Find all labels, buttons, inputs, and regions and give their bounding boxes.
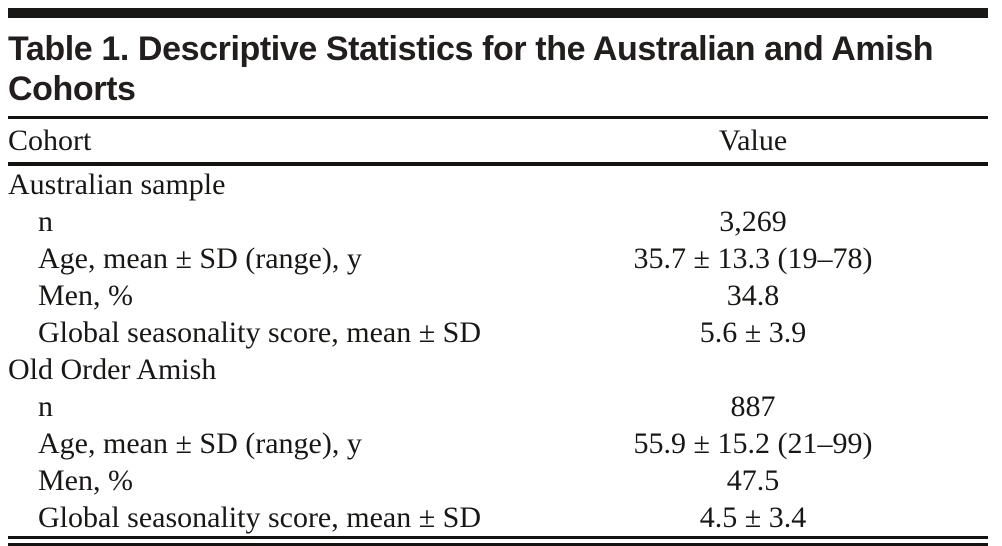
row-label: Men, % [38, 464, 133, 497]
row-label: n [38, 390, 53, 423]
row-value [518, 351, 988, 388]
table-row: Men, % 34.8 [8, 277, 988, 314]
table-bottom-rule [8, 543, 988, 546]
row-value: 4.5 ± 3.4 [699, 501, 807, 534]
header-top-rule [8, 116, 988, 119]
table-row: Men, % 47.5 [8, 462, 988, 499]
table-title-line2: Cohorts [8, 70, 136, 108]
table-row: Australian sample [8, 164, 988, 203]
row-value: 55.9 ± 15.2 (21–99) [633, 427, 873, 460]
column-header-value: Value [518, 119, 988, 166]
table-row: Global seasonality score, mean ± SD 5.6 … [8, 314, 988, 351]
row-label: Old Order Amish [8, 353, 217, 386]
table-row: n 887 [8, 388, 988, 425]
row-label: Global seasonality score, mean ± SD [38, 316, 482, 349]
row-value: 47.5 [726, 464, 780, 497]
table-row: Old Order Amish [8, 351, 988, 388]
table-row: Age, mean ± SD (range), y 55.9 ± 15.2 (2… [8, 425, 988, 462]
row-label: n [38, 205, 53, 238]
table-title-line1: Table 1. Descriptive Statistics for the … [8, 30, 934, 68]
row-label: Age, mean ± SD (range), y [38, 242, 362, 275]
column-header-cohort: Cohort [8, 119, 518, 166]
row-value [518, 164, 988, 203]
row-value: 35.7 ± 13.3 (19–78) [633, 242, 873, 275]
table-row: n 3,269 [8, 203, 988, 240]
row-label: Men, % [38, 279, 133, 312]
table-header-row: Cohort Value [8, 119, 988, 166]
table-title: Table 1. Descriptive Statistics for the … [8, 29, 988, 109]
row-value: 34.8 [726, 279, 780, 312]
row-label: Age, mean ± SD (range), y [38, 427, 362, 460]
row-value: 5.6 ± 3.9 [699, 316, 807, 349]
descriptive-statistics-table: Cohort Value Australian sample n 3,269 A… [8, 119, 988, 539]
row-label: Australian sample [8, 168, 226, 201]
row-value: 3,269 [719, 205, 787, 238]
table-top-rule [8, 8, 988, 18]
table-row: Global seasonality score, mean ± SD 4.5 … [8, 499, 988, 538]
row-value: 887 [730, 390, 776, 423]
row-label: Global seasonality score, mean ± SD [38, 501, 482, 534]
table-row: Age, mean ± SD (range), y 35.7 ± 13.3 (1… [8, 240, 988, 277]
